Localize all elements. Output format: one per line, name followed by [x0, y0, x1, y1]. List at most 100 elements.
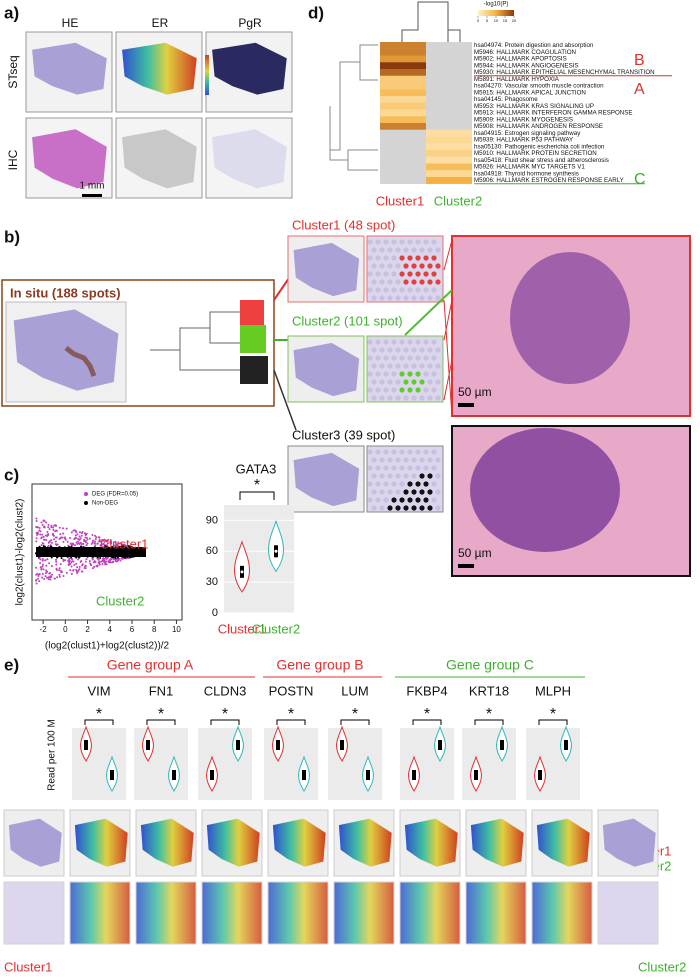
spot: [379, 295, 385, 301]
spot: [367, 355, 373, 361]
scatter-dot: [39, 533, 42, 536]
scatter-dot: [84, 560, 87, 563]
scatter-dot: [96, 542, 99, 545]
spot: [431, 255, 437, 261]
violin-box: [236, 740, 240, 750]
spot: [395, 347, 401, 353]
y-tick-label: 60: [206, 545, 218, 557]
spot: [415, 271, 421, 277]
term-label: hsa04974: Protein digestion and absorpti…: [474, 42, 594, 49]
spot: [375, 481, 381, 487]
heatmap-cell: [380, 143, 426, 151]
spot: [411, 295, 417, 301]
legend-title: -log10(P): [484, 2, 509, 8]
spot: [399, 497, 405, 503]
scatter-dot: [56, 543, 59, 546]
scatter-dot: [65, 571, 68, 574]
significance: *: [96, 706, 102, 723]
spot: [367, 387, 373, 393]
cluster-label: Cluster2 (101 spot): [292, 313, 403, 328]
scatter-dot: [111, 561, 114, 564]
scatter-dot: [123, 543, 126, 546]
term-label: hsa04915: Estrogen signaling pathway: [474, 130, 581, 137]
spot: [371, 279, 377, 285]
scale-bar-label: 1 mm: [80, 181, 105, 192]
heatmap-cell: [380, 69, 426, 76]
spot: [395, 379, 401, 385]
panel-label: b): [4, 227, 20, 246]
scatter-dot: [38, 573, 41, 576]
spot: [371, 457, 377, 463]
spot: [379, 395, 385, 401]
gene-label: MLPH: [535, 683, 571, 698]
spot: [367, 449, 373, 455]
heatmap-cell: [426, 143, 472, 151]
spot: [383, 387, 389, 393]
spot: [395, 457, 401, 463]
spot: [367, 239, 373, 245]
scatter-dot: [55, 567, 58, 570]
spot: [379, 347, 385, 353]
scatter-dot: [69, 562, 72, 565]
scatter-dot: [101, 538, 104, 541]
spot: [423, 239, 429, 245]
spot: [395, 489, 401, 495]
spot: [375, 355, 381, 361]
y-tick-label: 0: [212, 607, 218, 619]
x-tick-label: 8: [152, 625, 157, 634]
scatter-dot: [88, 559, 91, 562]
heatmap-cell: [426, 62, 472, 70]
spot: [427, 489, 433, 495]
violin-box: [564, 740, 568, 750]
scatter-dot: [45, 569, 48, 572]
spot: [415, 371, 421, 377]
heatmap-cell: [426, 177, 472, 184]
column-label: Cluster1: [376, 193, 424, 208]
violin-box: [340, 740, 344, 750]
column-label: Cluster2: [434, 193, 482, 208]
spot: [387, 279, 393, 285]
scatter-dot: [70, 565, 73, 568]
scatter-dot: [83, 540, 86, 543]
legend-entry: Non-DEG: [92, 501, 118, 507]
heatmap-cell: [426, 129, 472, 137]
spot: [399, 239, 405, 245]
spot: [395, 363, 401, 369]
violin-box: [276, 740, 280, 750]
bottom-label: Cluster1: [4, 959, 52, 974]
scatter-dot: [50, 556, 53, 559]
violin-box: [110, 770, 114, 780]
scatter-dot: [48, 562, 51, 565]
spot: [375, 465, 381, 471]
spot: [391, 255, 397, 261]
gene-label: VIM: [87, 683, 110, 698]
scatter-dot: [50, 539, 53, 542]
scatter-dot: [80, 542, 83, 545]
term-label: hsa05130: Pathogenic escherichia coli in…: [474, 143, 605, 150]
scatter-dot: [76, 540, 79, 543]
spot: [399, 255, 405, 261]
scatter-dot: [50, 541, 53, 544]
term-label: hsa04918: Thyroid hormone synthesis: [474, 170, 579, 177]
scatter-dot: [72, 529, 75, 532]
spot: [411, 395, 417, 401]
spot: [415, 481, 421, 487]
scatter-dot: [60, 571, 63, 574]
spot: [411, 379, 417, 385]
scatter-dot: [35, 519, 38, 522]
scatter-dot: [70, 572, 73, 575]
violin-median: [274, 549, 278, 553]
scatter-dot: [58, 537, 61, 540]
scatter-dot: [42, 535, 45, 538]
scatter-dot: [114, 544, 117, 547]
scatter-dot: [68, 558, 71, 561]
spot: [407, 271, 413, 277]
scatter-dot: [55, 558, 58, 561]
spot: [383, 287, 389, 293]
spot: [423, 271, 429, 277]
spot: [371, 395, 377, 401]
term-label: M5910: HALLMARK PROTEIN SECRETION: [474, 150, 597, 157]
spot: [391, 271, 397, 277]
heatmap-cell: [426, 156, 472, 164]
